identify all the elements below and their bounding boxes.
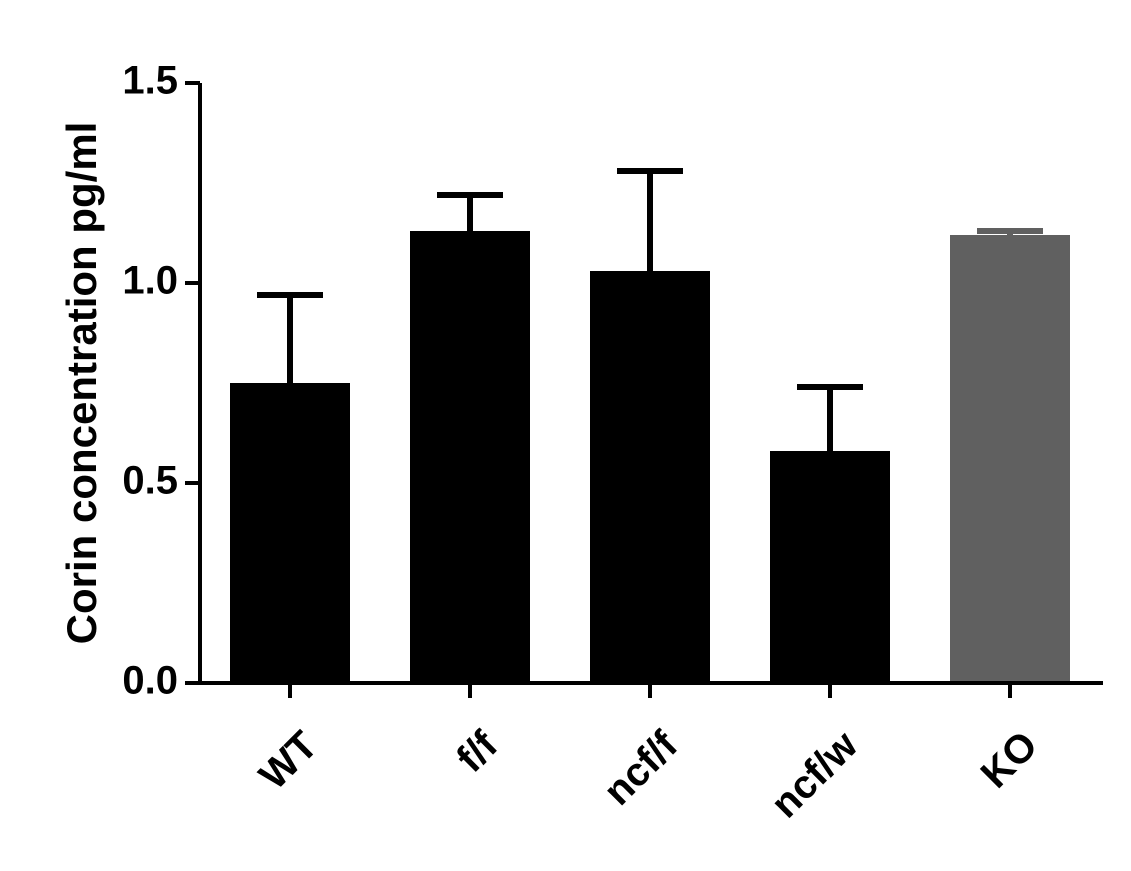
bar xyxy=(770,451,890,683)
bar xyxy=(230,383,350,683)
x-tick-label: ncf/w xyxy=(763,722,867,826)
y-tick-label: 1.5 xyxy=(122,59,178,103)
x-tick-label: WT xyxy=(251,723,326,798)
y-tick-label: 1.0 xyxy=(122,259,178,303)
y-tick-label: 0.5 xyxy=(122,459,178,503)
bar xyxy=(950,235,1070,683)
x-tick-label: KO xyxy=(973,723,1047,797)
bar xyxy=(590,271,710,683)
y-tick-label: 0.0 xyxy=(122,659,178,703)
bar xyxy=(410,231,530,683)
x-tick-label: f/f xyxy=(448,723,506,781)
x-tick-label: ncf/f xyxy=(595,723,686,814)
y-axis-label: Corin concentration pg/ml xyxy=(58,122,105,645)
